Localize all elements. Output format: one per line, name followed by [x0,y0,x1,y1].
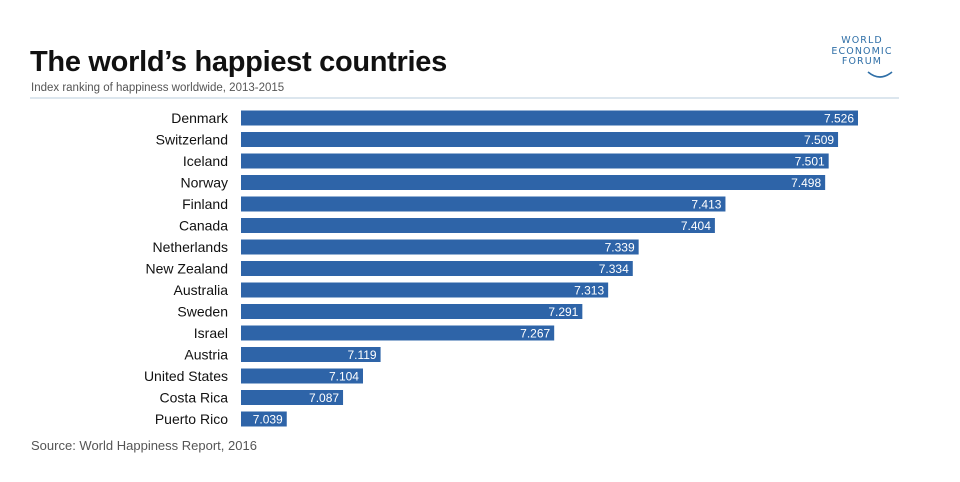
data-label: 7.501 [795,155,825,169]
data-label: 7.119 [347,348,376,362]
logo-line-3: FORUM [841,56,883,67]
bar [241,132,839,147]
category-label: United States [144,368,228,384]
bar [241,239,639,255]
bar [241,411,287,427]
bar [241,347,381,362]
data-label: 7.104 [329,370,359,384]
category-label: New Zealand [146,261,229,277]
category-label: Denmark [171,110,229,126]
category-label: Finland [182,196,228,212]
category-label: Switzerland [156,132,228,148]
data-label: 7.087 [309,391,339,405]
logo-line-2: ECONOMIC [831,45,893,57]
logo-arc-icon [867,71,893,78]
bar [241,196,726,212]
bar [241,218,715,233]
bar [241,304,583,319]
chart-title: The world’s happiest countries [30,46,447,78]
data-label: 7.413 [691,198,721,212]
category-label: Australia [174,282,229,298]
category-label: Canada [179,218,228,234]
data-label: 7.291 [548,305,578,319]
bar [241,153,829,169]
bar [241,390,344,405]
category-label: Sweden [177,304,228,320]
data-label: 7.334 [599,262,629,276]
bar [241,325,555,341]
data-label: 7.526 [824,112,854,126]
world-economic-forum-logo: WORLD ECONOMIC FORUM [822,35,902,82]
data-label: 7.313 [574,284,604,298]
data-label: 7.509 [804,133,834,147]
category-label: Austria [184,347,228,363]
category-label: Netherlands [153,239,229,255]
data-label: 7.267 [520,327,550,341]
data-label: 7.498 [791,176,821,190]
bar [241,261,633,276]
title-divider [30,97,899,99]
bar [241,175,826,190]
data-label: 7.339 [605,241,635,255]
bar [241,368,363,384]
category-label: Norway [181,175,228,191]
category-label: Costa Rica [160,390,229,406]
chart-subtitle: Index ranking of happiness worldwide, 20… [31,82,285,94]
source-note: Source: World Happiness Report, 2016 [31,438,257,453]
bar [241,110,858,126]
category-label: Puerto Rico [155,411,228,427]
data-label: 7.404 [681,219,711,233]
bar [241,282,609,298]
logo-line-1: WORLD [841,35,883,46]
category-label: Israel [194,325,228,341]
data-label: 7.039 [253,413,283,427]
category-label: Iceland [183,153,228,169]
